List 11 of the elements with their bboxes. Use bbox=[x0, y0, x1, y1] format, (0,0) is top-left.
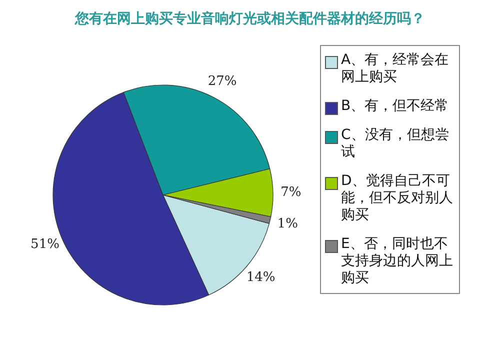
data-label: 1% bbox=[277, 216, 298, 232]
legend-label: A、有，经常会在网上购买 bbox=[341, 52, 450, 86]
legend-label: C、没有，但想尝试 bbox=[341, 127, 450, 161]
legend-label: D、觉得自己不可能，但不反对别人购买 bbox=[341, 173, 454, 224]
data-label: 14% bbox=[246, 270, 276, 286]
legend-label: E、否，同时也不支持身边的人网上购买 bbox=[341, 236, 454, 287]
data-label: 7% bbox=[280, 184, 302, 200]
chart-title: 您有在网上购买专业音响灯光或相关配件器材的经历吗？ bbox=[74, 10, 426, 28]
legend-label: B、有，但不经常 bbox=[341, 98, 449, 115]
data-label: 51% bbox=[30, 237, 60, 252]
data-label: 27% bbox=[208, 74, 237, 90]
